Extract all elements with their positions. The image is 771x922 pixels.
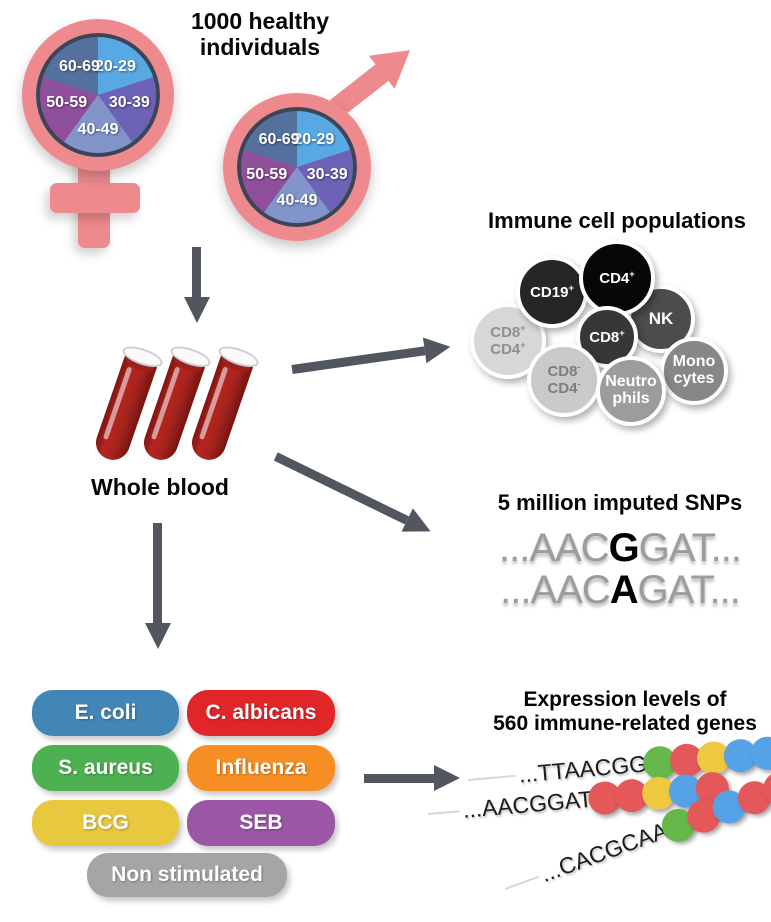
snp-variant-allele: G	[608, 526, 640, 570]
whole-blood-label: Whole blood	[91, 474, 229, 500]
pie-label-30-39: 30-39	[108, 94, 150, 112]
female-age-pie-chart: 20-29 30-39 40-49 50-59 60-69	[36, 33, 160, 157]
female-symbol: 20-29 30-39 40-49 50-59 60-69	[22, 19, 182, 264]
pie-label-60-69: 60-69	[258, 131, 300, 149]
arrow-head	[401, 508, 437, 544]
pie-label-20-29: 20-29	[94, 58, 136, 76]
cell-cd8neg-cd4neg: CD8- CD4-	[527, 343, 601, 417]
arrow-population-to-blood-icon	[184, 247, 210, 323]
cell-cd4pos: CD4+	[579, 240, 655, 316]
arrow-head	[145, 623, 171, 649]
pie-label-50-59: 50-59	[46, 94, 88, 112]
immune-cells-title: Immune cell populations	[488, 208, 746, 233]
gene-sequence: ...CACGCAA	[537, 817, 671, 887]
cell-cd19pos: CD19+	[516, 256, 588, 328]
arrow-shaft	[192, 247, 202, 297]
snp-sequence-2: ...AACAGAT...	[500, 568, 741, 612]
arrow-head	[434, 765, 460, 791]
snp-variant-allele: A	[609, 568, 639, 612]
pie-label-40-49: 40-49	[276, 191, 318, 209]
snp-sequence-1: ...AACGGAT...	[499, 526, 742, 570]
arrow-shaft	[364, 773, 434, 783]
stimulus-c-albicans: C. albicans	[187, 690, 335, 736]
cell-neutrophils: Neutro phils	[596, 356, 666, 426]
cell-label: CD19+	[530, 282, 574, 301]
cell-label: CD8+	[589, 327, 625, 346]
male-age-pie-chart: 20-29 30-39 40-49 50-59 60-69	[237, 107, 357, 227]
female-symbol-ring: 20-29 30-39 40-49 50-59 60-69	[22, 19, 174, 171]
cell-label: Mono cytes	[672, 353, 716, 387]
pie-label-50-59: 50-59	[246, 165, 288, 183]
arrow-blood-to-stimuli-icon	[145, 523, 171, 649]
cell-label: CD8+ CD4+	[490, 323, 526, 358]
cell-label: Neutro phils	[605, 373, 657, 407]
arrow-stimuli-to-expression-icon	[364, 765, 460, 791]
stimulus-bcg: BCG	[32, 800, 179, 846]
arrow-shaft	[291, 345, 426, 374]
arrow-head	[422, 333, 453, 364]
stimulus-s-aureus: S. aureus	[32, 745, 179, 791]
expression-title: Expression levels of 560 immune-related …	[493, 688, 757, 735]
sequence-line	[504, 875, 540, 890]
sequence-line	[427, 809, 460, 815]
title-line-1: 1000 healthy	[190, 8, 330, 34]
cell-label: NK	[648, 309, 674, 329]
arrow-shaft	[274, 451, 410, 525]
pie-label-40-49: 40-49	[77, 120, 119, 138]
stimulus-e-coli: E. coli	[32, 690, 179, 736]
gene-sequence: ...AACGGAT	[461, 785, 594, 823]
study-population-title: 1000 healthy individuals	[145, 8, 375, 60]
arrow-blood-to-cells-icon	[290, 333, 453, 382]
snps-title: 5 million imputed SNPs	[497, 490, 743, 515]
arrow-shaft	[153, 523, 163, 623]
arrow-blood-to-snps-icon	[270, 444, 437, 544]
pie-label-60-69: 60-69	[58, 58, 100, 76]
male-symbol-ring: 20-29 30-39 40-49 50-59 60-69	[223, 93, 371, 241]
arrow-head	[184, 297, 210, 323]
cell-label: CD8- CD4-	[547, 362, 581, 397]
pie-label-30-39: 30-39	[306, 165, 348, 183]
female-symbol-cross-bar	[50, 183, 140, 213]
stimulus-seb: SEB	[187, 800, 335, 846]
cell-label: CD4+	[599, 268, 635, 287]
title-line-2: individuals	[199, 33, 321, 60]
stimulus-influenza: Influenza	[187, 745, 335, 791]
stimulus-non-stimulated: Non stimulated	[87, 853, 287, 897]
sequence-line	[467, 774, 516, 781]
cell-monocytes: Mono cytes	[660, 337, 728, 405]
pie-label-20-29: 20-29	[293, 131, 335, 149]
